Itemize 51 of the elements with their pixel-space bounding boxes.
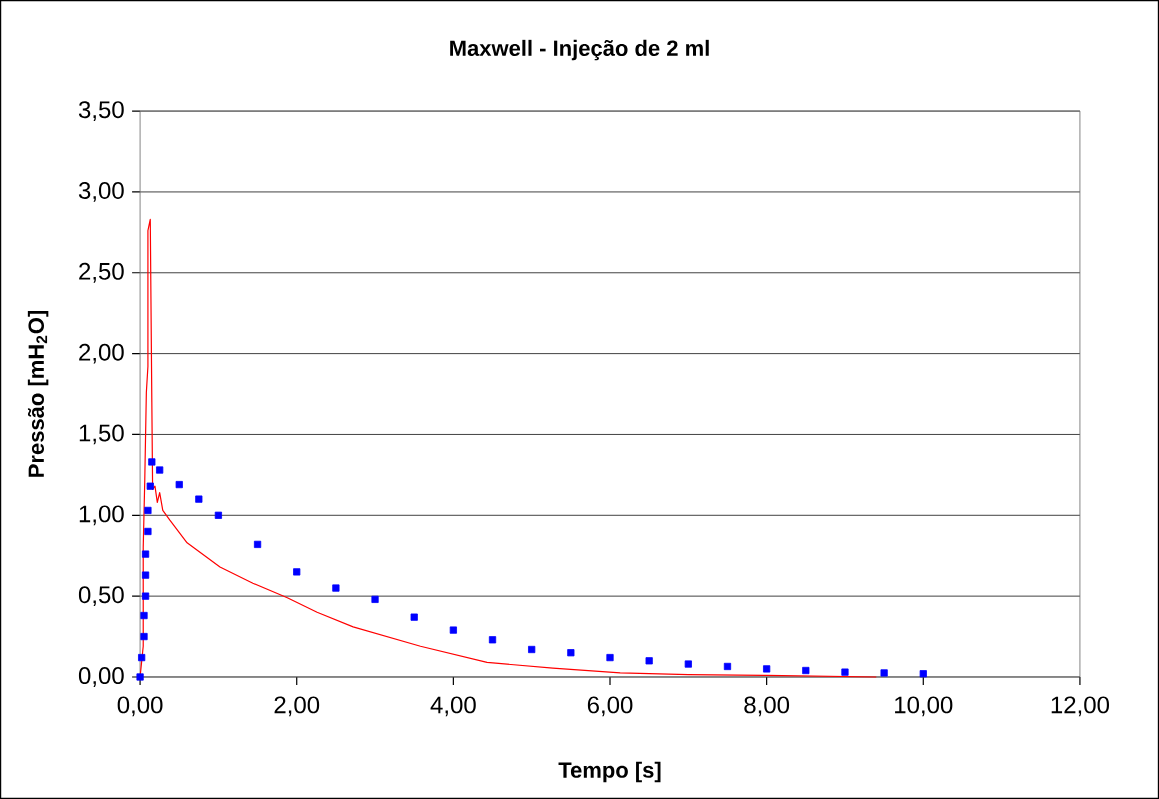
point	[140, 632, 148, 641]
point	[488, 636, 497, 644]
point	[645, 657, 653, 665]
x-tick-label: 8,00	[744, 696, 790, 717]
point	[156, 466, 164, 474]
x-tick-label: 12,00	[1051, 696, 1110, 717]
x-tick-label: 0,00	[117, 696, 163, 717]
x-tick-label: 2,00	[274, 696, 320, 717]
point	[140, 611, 148, 620]
x-tick-label: 10,00	[895, 696, 953, 717]
point	[841, 668, 849, 676]
x-tick-label: 6,00	[587, 696, 633, 717]
chart-title: Maxwell - Injeção de 2 ml	[450, 39, 709, 61]
x-axis-title: Tempo [s]	[558, 761, 661, 783]
point	[175, 480, 183, 489]
point	[195, 495, 203, 503]
point	[253, 540, 262, 548]
point	[136, 673, 144, 681]
point	[144, 506, 152, 515]
point	[214, 511, 222, 519]
y-tick-label: 1,50	[79, 424, 124, 445]
y-tick-label: 3,50	[78, 101, 124, 121]
point	[144, 527, 152, 536]
point	[293, 568, 301, 576]
point	[141, 550, 150, 558]
point	[146, 482, 154, 490]
y-tick-label: 1,00	[79, 505, 124, 526]
point	[148, 458, 156, 466]
point	[449, 626, 457, 634]
point	[723, 662, 732, 671]
y-tick-label: 2,00	[79, 343, 124, 364]
point	[684, 660, 692, 668]
point	[371, 595, 379, 603]
y-tick-label: 3,00	[78, 181, 124, 202]
point	[606, 653, 614, 662]
point	[880, 669, 888, 677]
y-tick-label: 0,00	[78, 667, 124, 687]
y-axis-title: Pressão [mH$_{2}$O]	[27, 311, 49, 477]
point	[528, 645, 536, 654]
point	[332, 584, 340, 592]
point	[919, 670, 927, 678]
point	[567, 649, 575, 657]
point	[138, 653, 146, 662]
point	[141, 571, 150, 579]
point	[141, 592, 150, 600]
point	[802, 666, 810, 675]
x-tick-label: 4,00	[430, 696, 476, 717]
y-tick-label: 0,50	[78, 586, 124, 607]
point	[763, 665, 771, 673]
y-tick-label: 2,50	[79, 262, 124, 283]
point	[410, 613, 418, 621]
